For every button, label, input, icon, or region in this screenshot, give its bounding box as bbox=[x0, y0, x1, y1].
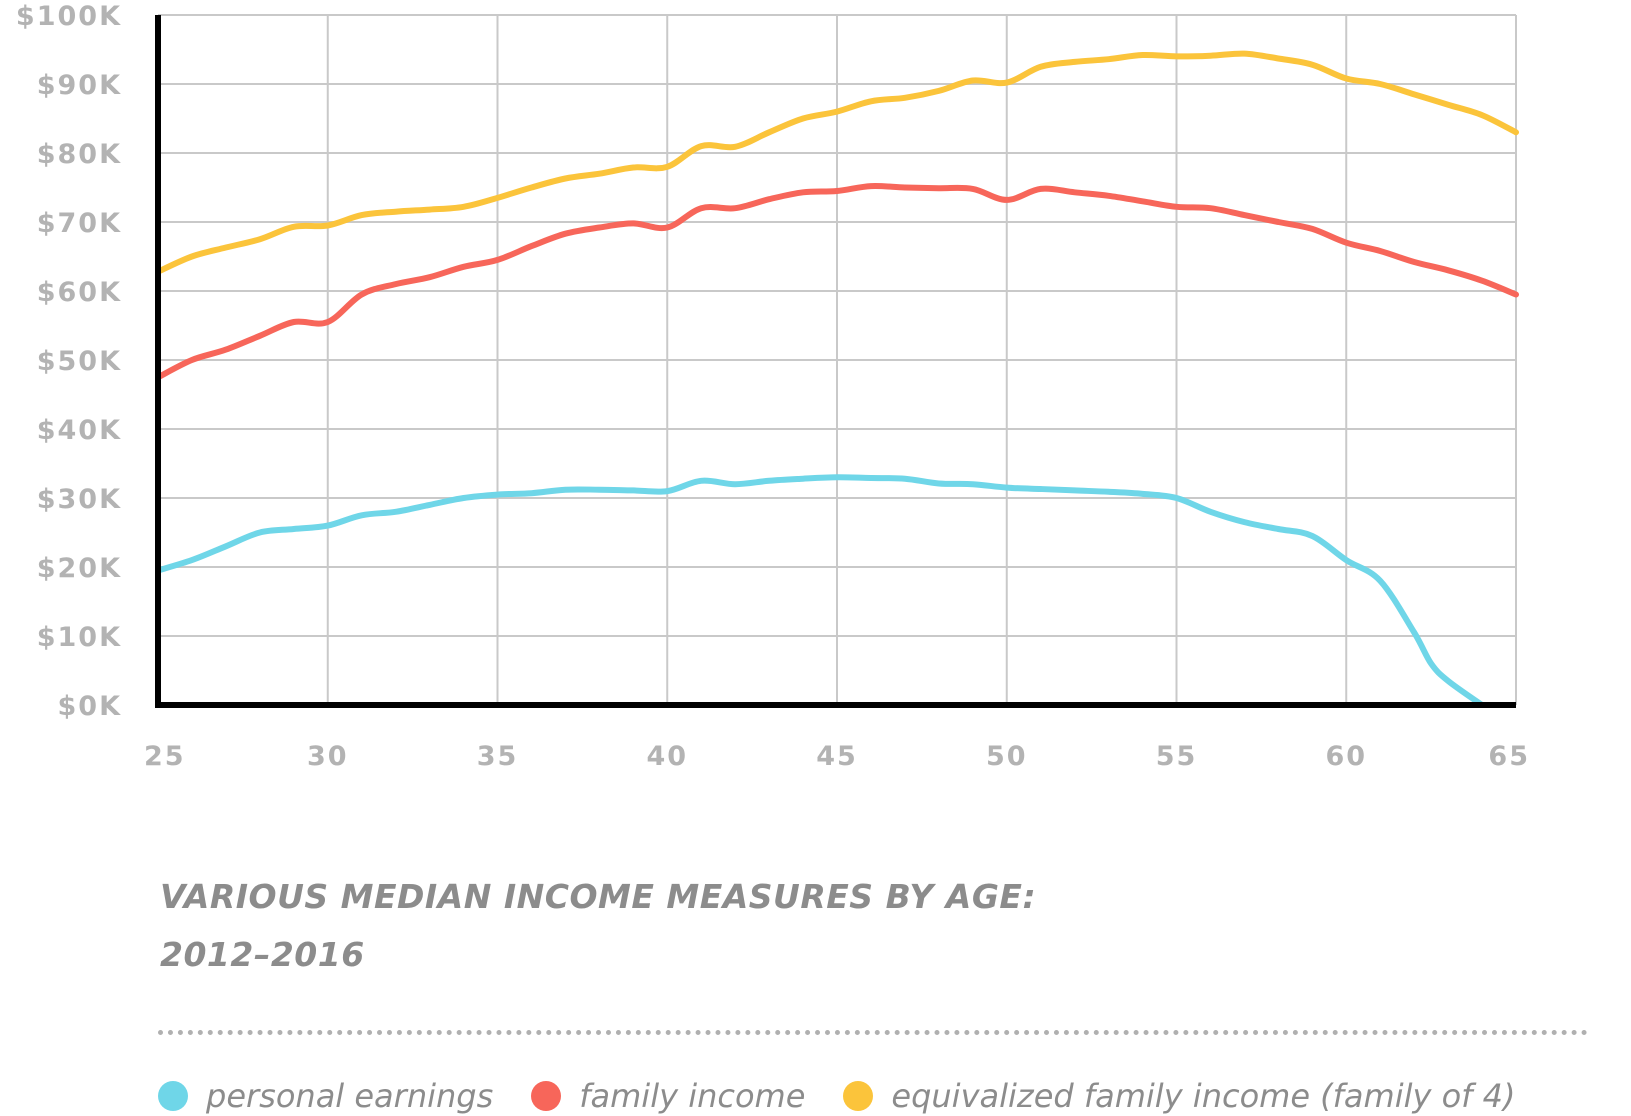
x-tick-label: 65 bbox=[1488, 741, 1530, 772]
y-tick-label: $60K bbox=[37, 277, 122, 308]
legend-label-equivalized-family-income: equivalized family income (family of 4) bbox=[891, 1077, 1516, 1115]
x-tick-label: 45 bbox=[816, 741, 858, 772]
dotted-divider bbox=[158, 1030, 1588, 1035]
x-tick-label: 30 bbox=[307, 741, 349, 772]
y-tick-label: $30K bbox=[37, 484, 122, 515]
y-tick-label: $70K bbox=[37, 208, 122, 239]
y-tick-label: $80K bbox=[37, 139, 122, 170]
chart-subtitle: 2012–2016 bbox=[160, 935, 365, 974]
series-line-family-income bbox=[155, 182, 1519, 381]
legend-item-equivalized-family-income: equivalized family income (family of 4) bbox=[843, 1077, 1515, 1115]
x-tick-label: 50 bbox=[986, 741, 1028, 772]
series-lines bbox=[155, 50, 1519, 708]
legend-swatch-equivalized-family-income bbox=[843, 1081, 874, 1111]
tick-labels: $0K $10K $20K $30K $40K $50K $60K $70K $80K $90K $… bbox=[16, 1, 1530, 772]
y-tick-label: $20K bbox=[37, 553, 122, 584]
legend-label-personal-earnings: personal earnings bbox=[206, 1077, 494, 1115]
series-line-personal-earnings bbox=[155, 474, 1485, 708]
y-tick-label: $40K bbox=[37, 415, 122, 446]
legend-item-family-income: family income bbox=[531, 1077, 805, 1115]
x-tick-label: 40 bbox=[646, 741, 688, 772]
x-tick-label: 35 bbox=[477, 741, 519, 772]
chart-title: VARIOUS MEDIAN INCOME MEASURES BY AGE: 2… bbox=[160, 868, 1036, 984]
series-line-equivalized-family-income-family-of-4 bbox=[155, 50, 1519, 275]
y-tick-label: $10K bbox=[37, 622, 122, 653]
x-tick-label: 55 bbox=[1156, 741, 1198, 772]
legend-swatch-family-income bbox=[531, 1081, 562, 1111]
legend: personal earnings family income equivali… bbox=[158, 1076, 1553, 1116]
x-tick-label: 60 bbox=[1325, 741, 1367, 772]
y-tick-label: $0K bbox=[58, 691, 123, 722]
y-tick-label: $50K bbox=[37, 346, 122, 377]
line-chart: $0K $10K $20K $30K $40K $50K $60K $70K $80K $90K $… bbox=[16, 1, 1530, 772]
chart-title-line-1: VARIOUS MEDIAN INCOME MEASURES BY AGE: bbox=[160, 877, 1037, 916]
legend-swatch-personal-earnings bbox=[158, 1081, 188, 1111]
legend-label-family-income: family income bbox=[579, 1077, 806, 1115]
legend-item-personal-earnings: personal earnings bbox=[158, 1077, 493, 1115]
y-tick-label: $90K bbox=[37, 70, 122, 101]
x-tick-label: 25 bbox=[144, 741, 186, 772]
axes bbox=[155, 15, 1516, 708]
y-tick-label: $100K bbox=[16, 1, 122, 32]
gridlines bbox=[158, 14, 1517, 705]
